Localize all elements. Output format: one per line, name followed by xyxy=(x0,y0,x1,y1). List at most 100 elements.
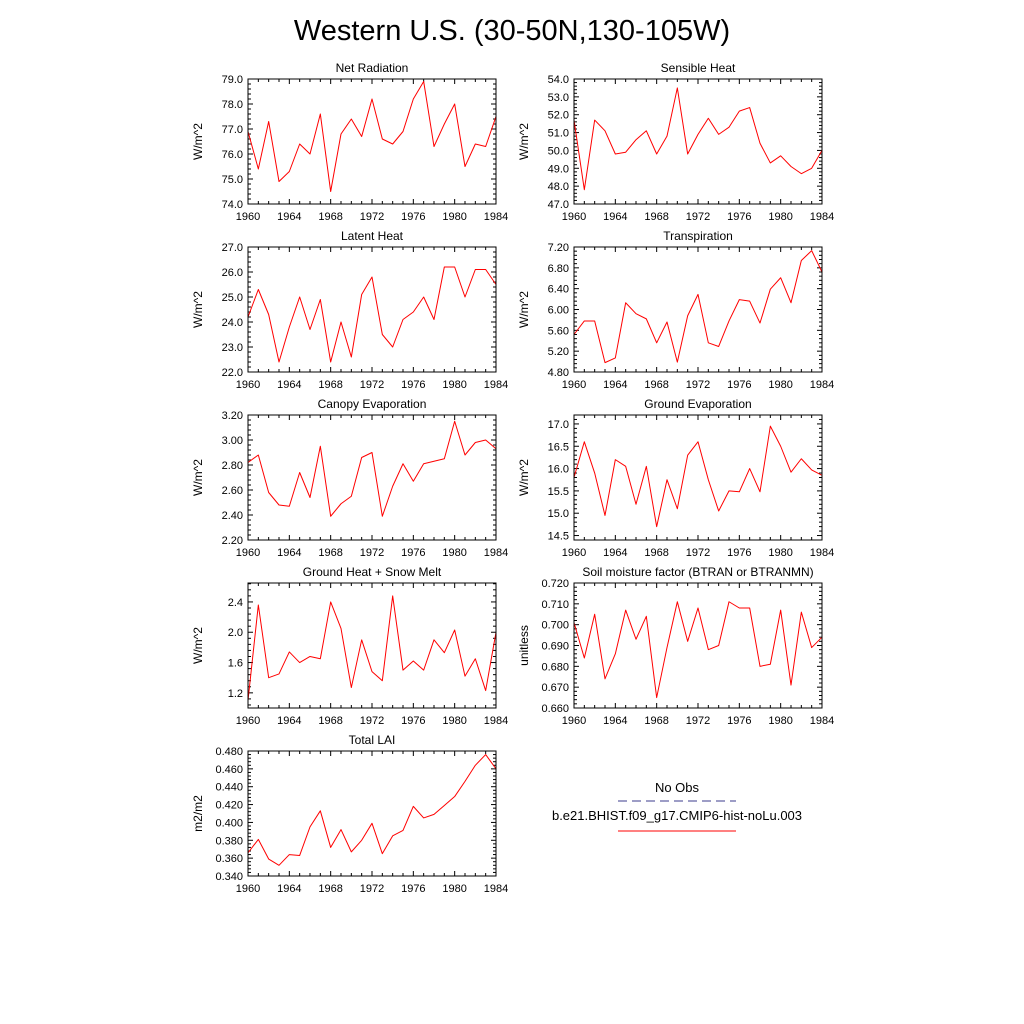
y-tick-label: 25.0 xyxy=(222,292,243,304)
panel-ground-evaporation: Ground Evaporation W/m^2 1960 1964 1968 1972 1… xyxy=(517,397,834,559)
x-tick-label: 1964 xyxy=(277,547,301,559)
x-tick-label: 1972 xyxy=(686,547,710,559)
y-tick-label: 0.360 xyxy=(215,853,243,865)
y-tick-label: 22.0 xyxy=(222,367,243,379)
panel-title: Sensible Heat xyxy=(661,61,736,75)
x-tick-label: 1984 xyxy=(810,211,834,223)
series-line-ground-heat-snow-melt xyxy=(247,595,497,701)
x-tick-label: 1980 xyxy=(442,547,466,559)
panel-title: Ground Evaporation xyxy=(644,397,751,411)
x-tick-label: 1960 xyxy=(236,883,260,895)
y-tick-label: 23.0 xyxy=(222,342,243,354)
x-tick-label: 1968 xyxy=(644,715,668,727)
y-tick-label: 0.690 xyxy=(541,641,569,653)
y-tick-label: 6.40 xyxy=(548,284,569,296)
y-tick-label: 50.0 xyxy=(548,145,569,157)
x-tick-label: 1984 xyxy=(484,715,508,727)
series-line-transpiration xyxy=(573,250,823,364)
x-tick-label: 1976 xyxy=(727,547,751,559)
x-tick-label: 1972 xyxy=(360,211,384,223)
x-tick-label: 1964 xyxy=(603,547,627,559)
y-tick-label: 17.0 xyxy=(548,419,569,431)
y-tick-label: 54.0 xyxy=(548,74,569,86)
panel-soil-moisture-factor-btran-or-btranmn: Soil moisture factor (BTRAN or BTRANMN) u… xyxy=(517,565,834,727)
panel-frame xyxy=(247,78,497,205)
y-tick-label: 0.710 xyxy=(541,599,569,611)
panel-frame xyxy=(247,582,497,709)
y-axis-label: W/m^2 xyxy=(517,123,531,160)
y-tick-label: 75.0 xyxy=(222,174,243,186)
x-tick-label: 1968 xyxy=(318,211,342,223)
x-tick-label: 1976 xyxy=(727,715,751,727)
x-tick-label: 1972 xyxy=(686,715,710,727)
y-tick-label: 51.0 xyxy=(548,128,569,140)
panel-frame xyxy=(573,414,823,541)
panel-frame xyxy=(247,246,497,373)
y-tick-label: 2.20 xyxy=(222,535,243,547)
y-axis-label: W/m^2 xyxy=(517,459,531,496)
y-tick-label: 26.0 xyxy=(222,267,243,279)
y-tick-label: 0.440 xyxy=(215,782,243,794)
panel-title: Latent Heat xyxy=(341,229,404,243)
y-tick-label: 0.340 xyxy=(215,871,243,883)
y-tick-label: 3.00 xyxy=(222,435,243,447)
x-tick-label: 1984 xyxy=(484,547,508,559)
series-line-canopy-evaporation xyxy=(247,420,497,517)
panel-title: Canopy Evaporation xyxy=(318,397,427,411)
series-line-ground-evaporation xyxy=(573,425,823,528)
y-axis-label: W/m^2 xyxy=(191,627,205,664)
figure-title: Western U.S. (30-50N,130-105W) xyxy=(294,15,730,47)
x-tick-label: 1984 xyxy=(484,379,508,391)
y-tick-label: 2.60 xyxy=(222,485,243,497)
x-tick-label: 1964 xyxy=(277,883,301,895)
y-tick-label: 74.0 xyxy=(222,199,243,211)
y-tick-label: 7.20 xyxy=(548,242,569,254)
x-tick-label: 1976 xyxy=(727,211,751,223)
y-axis-label: unitless xyxy=(517,625,531,666)
y-tick-label: 27.0 xyxy=(222,242,243,254)
x-tick-label: 1968 xyxy=(318,883,342,895)
y-tick-label: 5.20 xyxy=(548,346,569,358)
y-tick-label: 14.5 xyxy=(548,531,569,543)
panel-transpiration: Transpiration W/m^2 1960 1964 1968 1972 1976 19… xyxy=(517,229,834,391)
series-line-latent-heat xyxy=(247,266,497,363)
legend: No Obs b.e21.BHIST.f09_g17.CMIP6-hist-no… xyxy=(552,780,802,832)
x-tick-label: 1968 xyxy=(318,715,342,727)
panel-sensible-heat: Sensible Heat W/m^2 1960 1964 1968 1972 1976 19… xyxy=(517,61,834,223)
y-axis-label: W/m^2 xyxy=(191,123,205,160)
y-tick-label: 79.0 xyxy=(222,74,243,86)
x-tick-label: 1960 xyxy=(562,715,586,727)
panel-title: Ground Heat + Snow Melt xyxy=(303,565,442,579)
panel-title: Soil moisture factor (BTRAN or BTRANMN) xyxy=(582,565,813,579)
y-tick-label: 2.4 xyxy=(228,597,243,609)
y-tick-label: 53.0 xyxy=(548,92,569,104)
y-tick-label: 0.420 xyxy=(215,800,243,812)
x-tick-label: 1976 xyxy=(401,715,425,727)
panel-canopy-evaporation: Canopy Evaporation W/m^2 1960 1964 1968 1972 1… xyxy=(191,397,508,559)
y-tick-label: 3.20 xyxy=(222,410,243,422)
panel-title: Transpiration xyxy=(663,229,733,243)
y-axis-label: m2/m2 xyxy=(191,795,205,832)
y-tick-label: 47.0 xyxy=(548,199,569,211)
x-tick-label: 1960 xyxy=(562,211,586,223)
x-tick-label: 1984 xyxy=(484,211,508,223)
x-tick-label: 1972 xyxy=(686,211,710,223)
y-tick-label: 16.0 xyxy=(548,464,569,476)
x-tick-label: 1980 xyxy=(768,715,792,727)
y-tick-label: 5.60 xyxy=(548,325,569,337)
x-tick-label: 1968 xyxy=(318,547,342,559)
x-tick-label: 1980 xyxy=(768,211,792,223)
legend-label-model: b.e21.BHIST.f09_g17.CMIP6-hist-noLu.003 xyxy=(552,808,802,823)
panel-frame xyxy=(573,246,823,373)
y-tick-label: 6.80 xyxy=(548,263,569,275)
panel-ground-heat-snow-melt: Ground Heat + Snow Melt W/m^2 1960 1964 1968… xyxy=(191,565,508,727)
x-tick-label: 1976 xyxy=(401,883,425,895)
x-tick-label: 1968 xyxy=(644,211,668,223)
x-tick-label: 1976 xyxy=(401,547,425,559)
x-tick-label: 1960 xyxy=(562,379,586,391)
panel-net-radiation: Net Radiation W/m^2 1960 1964 1968 1972 1976 19… xyxy=(191,61,508,223)
y-tick-label: 0.720 xyxy=(541,578,569,590)
x-tick-label: 1960 xyxy=(236,547,260,559)
x-tick-label: 1960 xyxy=(562,547,586,559)
